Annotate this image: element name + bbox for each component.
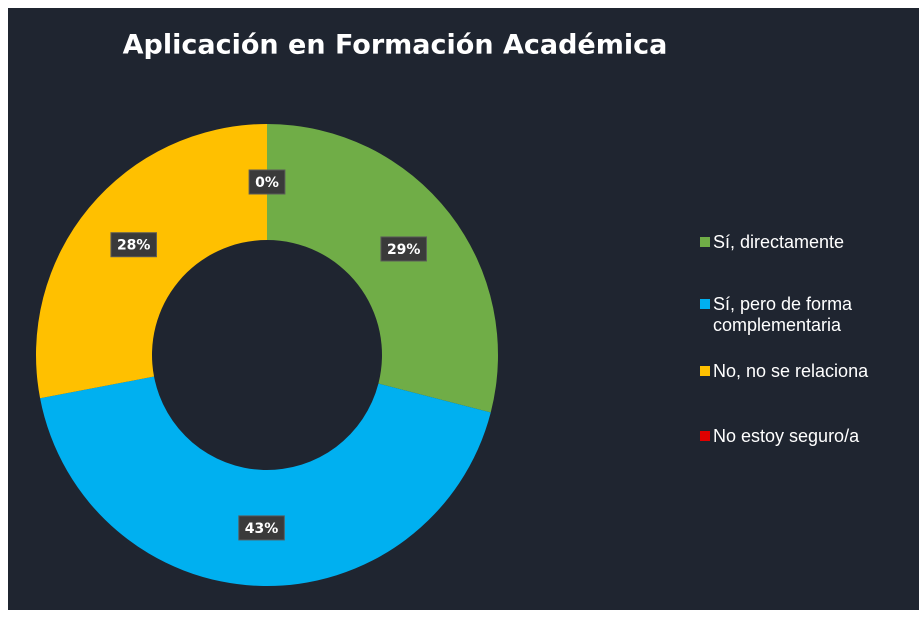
donut-slice bbox=[35, 124, 267, 399]
legend-label: Sí, pero de forma complementaria bbox=[713, 294, 853, 335]
data-label: 28% bbox=[117, 238, 151, 254]
data-label: 43% bbox=[245, 521, 279, 537]
legend-swatch bbox=[700, 366, 710, 376]
legend-label: No, no se relaciona bbox=[713, 361, 869, 381]
data-label-box bbox=[380, 236, 427, 262]
legend-label: No estoy seguro/a bbox=[713, 426, 860, 446]
chart: Aplicación en Formación Académica 29% 43%… bbox=[35, 30, 668, 587]
donut-slice bbox=[40, 376, 491, 587]
data-label-box bbox=[110, 232, 157, 258]
data-label-box bbox=[238, 515, 285, 541]
data-label: 0% bbox=[255, 175, 279, 191]
legend-label: Sí, directamente bbox=[713, 232, 845, 252]
legend-swatch bbox=[700, 431, 710, 441]
chart-frame: Aplicación en Formación Académica 29% 43%… bbox=[8, 8, 919, 610]
data-label: 29% bbox=[387, 242, 421, 258]
legend-swatch bbox=[700, 299, 710, 309]
chart-title: Aplicación en Formación Académica bbox=[123, 30, 668, 61]
legend-swatch bbox=[700, 237, 710, 247]
data-label-box bbox=[248, 169, 286, 195]
donut-slice bbox=[267, 124, 498, 413]
